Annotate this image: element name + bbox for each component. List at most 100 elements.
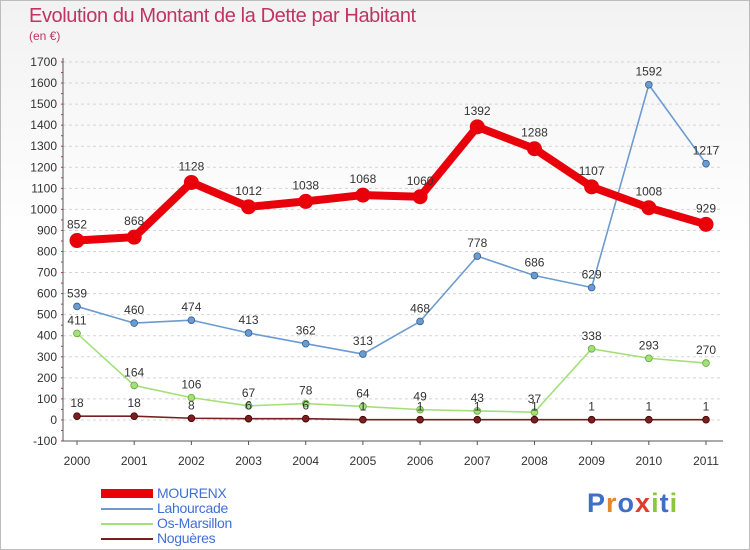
y-tick-label: 400 (37, 329, 57, 343)
data-label: 293 (639, 338, 659, 352)
data-label: 778 (467, 236, 487, 250)
y-tick-label: 500 (37, 308, 57, 322)
line-chart: -100010020030040050060070080090010001100… (30, 55, 723, 468)
data-point (530, 415, 539, 424)
logo-letter: t (659, 488, 670, 518)
data-label: 852 (67, 218, 87, 232)
y-tick-label: 800 (37, 245, 57, 259)
data-label: 413 (239, 313, 259, 327)
data-label: 460 (124, 303, 144, 317)
data-label: 929 (696, 201, 716, 215)
y-tick-label: 1500 (30, 97, 57, 111)
x-tick-label: 2010 (635, 454, 662, 468)
data-point (244, 329, 253, 337)
data-point (412, 189, 428, 205)
data-label: 8 (188, 398, 195, 412)
data-point (187, 393, 196, 402)
data-label: 78 (299, 384, 313, 398)
x-tick-label: 2002 (178, 454, 205, 468)
x-tick-label: 2007 (464, 454, 491, 468)
y-tick-label: 1100 (31, 181, 57, 195)
data-label: 1392 (464, 104, 491, 118)
data-label: 106 (181, 378, 201, 392)
data-point (73, 329, 81, 338)
data-point (702, 159, 710, 168)
x-tick-label: 2001 (121, 454, 148, 468)
y-tick-label: 1200 (30, 160, 57, 174)
data-label: 411 (67, 313, 86, 327)
data-label: 1 (645, 400, 652, 414)
data-label: 1 (531, 400, 538, 414)
data-label: 1592 (635, 65, 662, 79)
legend-label: Noguères (157, 530, 216, 546)
data-point (702, 415, 710, 424)
logo-letter: o (617, 488, 636, 518)
y-tick-label: 200 (37, 371, 57, 385)
data-label: 629 (582, 268, 602, 282)
data-label: 1 (360, 400, 367, 414)
x-tick-label: 2011 (693, 454, 719, 468)
legend-label: Lahourcade (157, 500, 228, 516)
data-label: 474 (181, 300, 201, 314)
data-point (244, 402, 253, 410)
data-point (69, 233, 85, 249)
series-line-noguères (77, 415, 706, 421)
data-label: 43 (471, 391, 485, 405)
data-label: 1107 (579, 164, 605, 178)
logo-letter: r (606, 488, 618, 518)
data-label: 313 (353, 334, 373, 348)
chart-legend: MOURENX Lahourcade Os-Marsillon Noguères (101, 486, 301, 546)
legend-label: MOURENX (157, 485, 227, 501)
data-point (416, 405, 424, 414)
legend-item-os-marsillon: Os-Marsillon (101, 516, 301, 531)
data-label: 1038 (292, 178, 319, 192)
data-point (645, 415, 653, 424)
data-point (244, 414, 253, 423)
data-label: 37 (528, 392, 542, 406)
data-point (587, 283, 596, 292)
data-point (530, 408, 539, 416)
data-point (584, 179, 600, 195)
data-point (301, 339, 310, 348)
x-tick-label: 2009 (578, 454, 605, 468)
x-tick-label: 2005 (350, 454, 377, 468)
chart-title: Evolution du Montant de la Dette par Hab… (29, 5, 416, 27)
chart-unit: (en €) (29, 29, 61, 43)
data-point (587, 344, 596, 353)
data-label: 686 (524, 256, 544, 270)
data-label: 49 (413, 390, 427, 404)
legend-swatch (101, 489, 153, 498)
y-tick-label: 1300 (30, 139, 57, 153)
logo-letter: P (587, 488, 607, 518)
data-point (355, 187, 371, 203)
data-point (73, 412, 81, 420)
y-tick-label: 1000 (30, 202, 57, 216)
data-point (473, 415, 482, 424)
data-label: 1068 (350, 172, 377, 186)
data-label: 18 (128, 396, 142, 410)
data-label: 270 (696, 343, 716, 357)
data-point (183, 174, 199, 190)
data-point (130, 381, 138, 390)
y-tick-label: 900 (37, 223, 57, 237)
series-line-mourenx (76, 122, 708, 245)
logo-letter: i (669, 488, 679, 518)
data-label: 6 (245, 399, 252, 413)
x-tick-label: 2006 (407, 454, 434, 468)
data-label: 67 (242, 386, 256, 400)
y-tick-label: 1400 (30, 118, 57, 132)
data-point (301, 414, 310, 423)
data-point (698, 216, 714, 232)
y-tick-label: 1600 (30, 76, 57, 90)
data-point (298, 193, 314, 209)
data-label: 468 (410, 301, 430, 315)
x-tick-label: 2008 (521, 454, 548, 468)
x-tick-label: 2004 (292, 454, 319, 468)
data-point (530, 271, 539, 280)
y-tick-label: 100 (37, 392, 57, 406)
data-label: 1 (703, 400, 710, 414)
logo-letter: i (651, 488, 660, 518)
data-label: 1012 (235, 184, 262, 198)
logo-letter: x (635, 488, 652, 518)
